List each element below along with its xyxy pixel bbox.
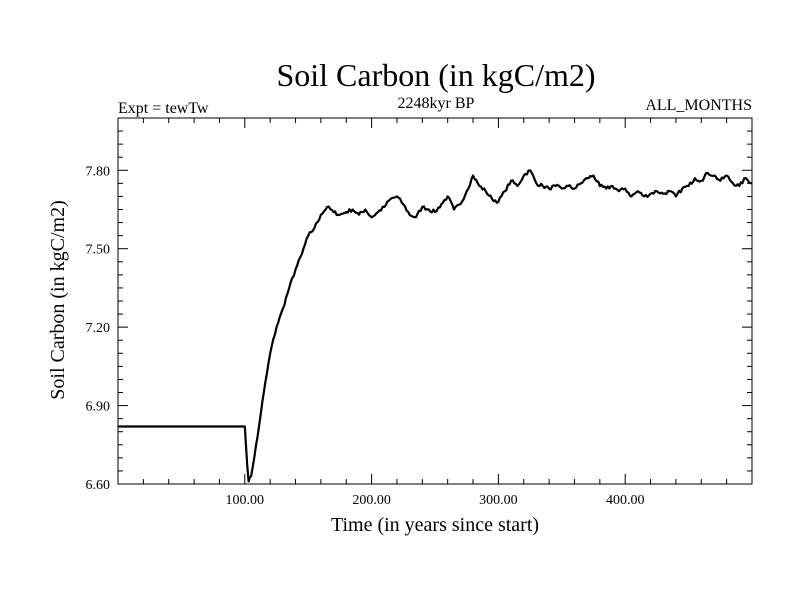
x-axis-label: Time (in years since start) (331, 514, 539, 536)
x-tick-label: 100.00 (226, 493, 265, 508)
x-tick-label: 400.00 (606, 493, 645, 508)
y-tick-label: 6.90 (86, 400, 111, 415)
y-axis-label: Soil Carbon (in kgC/m2) (47, 200, 69, 399)
x-tick-label: 200.00 (352, 493, 391, 508)
experiment-label: Expt = tewTw (118, 100, 209, 117)
chart-title: Soil Carbon (in kgC/m2) (276, 57, 595, 93)
y-tick-label: 7.20 (86, 321, 111, 336)
chart-subtitle: 2248kyr BP (398, 95, 475, 112)
y-tick-label: 7.80 (86, 164, 111, 179)
months-label: ALL_MONTHS (645, 97, 752, 114)
y-tick-label: 7.50 (86, 243, 111, 258)
x-tick-label: 300.00 (479, 493, 518, 508)
y-tick-labels: 6.60 6.90 7.20 7.50 7.80 (86, 164, 111, 493)
soil-carbon-line (118, 169, 753, 483)
plot-frame (117, 117, 753, 485)
y-tick-label: 6.60 (86, 478, 111, 493)
axis-ticks (118, 118, 752, 484)
x-tick-labels: 100.00 200.00 300.00 400.00 (226, 493, 645, 508)
